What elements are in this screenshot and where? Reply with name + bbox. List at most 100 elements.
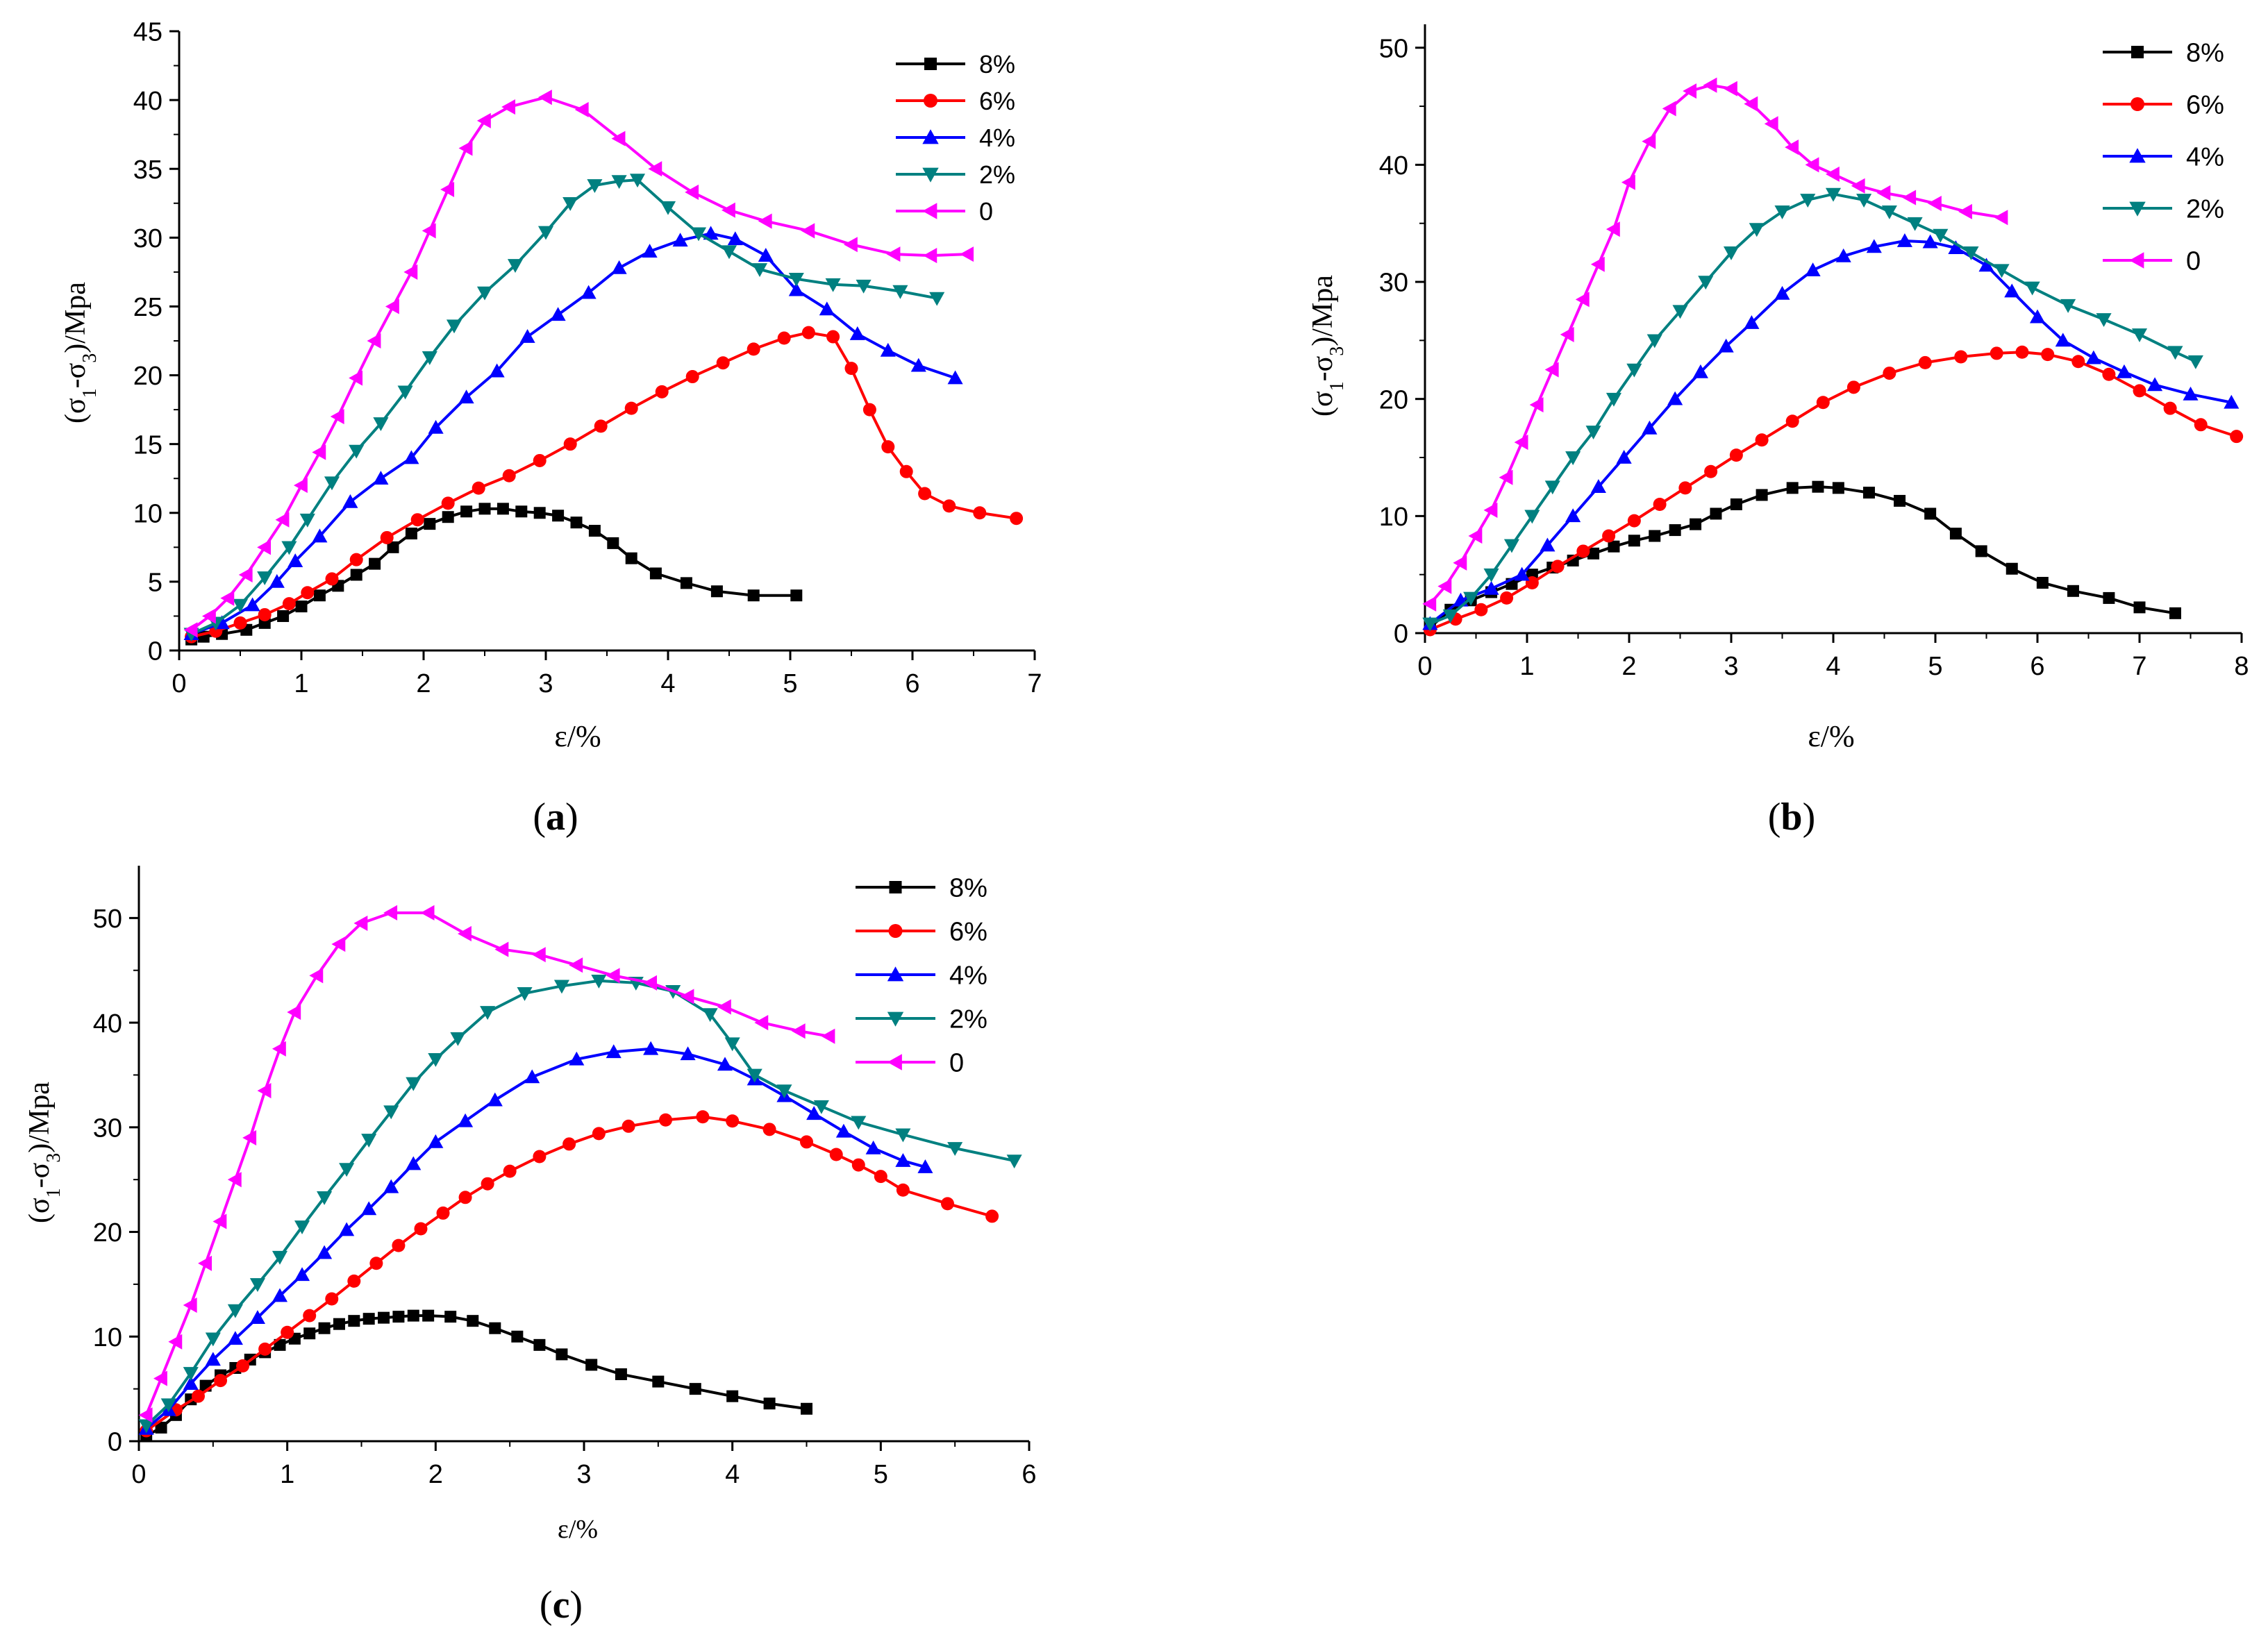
data-point: [205, 1332, 221, 1347]
data-point: [1894, 494, 1906, 507]
data-point: [309, 968, 324, 984]
data-point: [1468, 528, 1483, 544]
data-point: [611, 131, 626, 146]
data-point: [1774, 205, 1790, 219]
data-point: [361, 1201, 377, 1216]
data-point: [2131, 328, 2148, 342]
data-point: [1832, 482, 1844, 494]
data-point: [747, 1068, 762, 1083]
data-point: [574, 101, 589, 118]
x-tick-label: 4: [725, 1460, 740, 1489]
data-point: [801, 1402, 812, 1415]
data-point: [450, 1032, 466, 1046]
data-point: [1621, 174, 1635, 190]
data-point: [629, 174, 646, 188]
legend-marker: [887, 1011, 904, 1027]
x-tick-label: 1: [294, 669, 308, 698]
x-tick-label: 5: [783, 669, 797, 698]
data-point: [1565, 451, 1581, 466]
y-tick-label: 30: [93, 1114, 122, 1143]
data-point: [776, 1084, 792, 1099]
data-point: [227, 1331, 243, 1345]
data-point: [592, 1127, 606, 1141]
data-point: [369, 1257, 383, 1270]
data-point: [581, 285, 597, 299]
data-point: [2133, 601, 2146, 614]
data-point: [829, 1148, 843, 1161]
data-point: [851, 1116, 867, 1130]
legend-marker: [889, 881, 902, 893]
data-point: [721, 202, 735, 218]
data-point: [1628, 535, 1640, 547]
data-point: [1474, 603, 1488, 616]
data-point: [428, 1134, 444, 1148]
series-0: [1422, 77, 2008, 612]
data-point: [1703, 77, 1717, 93]
data-point: [183, 1298, 197, 1313]
data-point: [422, 223, 436, 239]
data-point: [428, 1053, 444, 1067]
data-point: [777, 331, 791, 345]
legend-item: 8%: [896, 50, 1015, 78]
x-tick-label: 0: [1417, 652, 1432, 681]
data-point: [407, 1309, 419, 1322]
data-point: [1483, 580, 1499, 595]
data-point: [487, 1092, 503, 1107]
legend-item: 4%: [896, 124, 1015, 152]
data-point: [257, 1083, 272, 1099]
x-tick-label: 4: [1826, 652, 1840, 681]
x-tick-label: 6: [2030, 652, 2044, 681]
series-6pct: [185, 326, 1024, 644]
data-point: [1678, 481, 1692, 495]
y-tick-label: 10: [133, 499, 162, 528]
data-point: [442, 511, 454, 523]
data-point: [227, 1172, 242, 1188]
data-point: [349, 553, 363, 566]
data-point: [272, 1288, 288, 1302]
data-point: [183, 1376, 199, 1390]
data-point: [537, 90, 552, 106]
data-point: [383, 1105, 399, 1120]
legend-item: 8%: [2103, 39, 2224, 68]
data-point: [1851, 178, 1865, 194]
x-tick-label: 1: [1519, 652, 1534, 681]
data-point: [570, 517, 583, 529]
data-point: [1606, 221, 1620, 237]
data-point: [2085, 350, 2101, 364]
x-tick-label: 0: [172, 669, 186, 698]
data-point: [643, 1041, 659, 1055]
y-tick-label: 40: [133, 87, 162, 116]
data-point: [287, 1004, 301, 1021]
data-point: [1540, 537, 1556, 552]
data-point: [717, 999, 731, 1015]
y-tick-label: 10: [1379, 503, 1408, 532]
data-point: [1514, 435, 1528, 451]
data-point: [569, 957, 583, 973]
data-point: [511, 1330, 524, 1343]
data-point: [1990, 346, 2003, 360]
data-point: [242, 1129, 257, 1145]
data-point: [350, 569, 362, 581]
data-point: [648, 161, 662, 177]
data-point: [680, 1046, 696, 1061]
data-point: [1756, 489, 1768, 501]
data-point: [436, 1206, 450, 1220]
data-point: [724, 1037, 740, 1052]
data-point: [201, 608, 216, 624]
data-point: [537, 226, 554, 240]
data-point: [1442, 609, 1458, 623]
data-point: [428, 419, 444, 434]
data-point: [1933, 228, 1949, 243]
data-point: [1816, 396, 1830, 410]
y-tick-label: 5: [148, 569, 162, 598]
data-point: [1627, 514, 1641, 528]
legend-label: 8%: [979, 50, 1015, 78]
data-point: [272, 1250, 288, 1265]
data-point: [422, 1309, 435, 1322]
data-point: [2147, 377, 2163, 392]
x-tick-label: 7: [2132, 652, 2146, 681]
legend-marker: [887, 966, 904, 982]
data-point: [325, 1292, 339, 1306]
